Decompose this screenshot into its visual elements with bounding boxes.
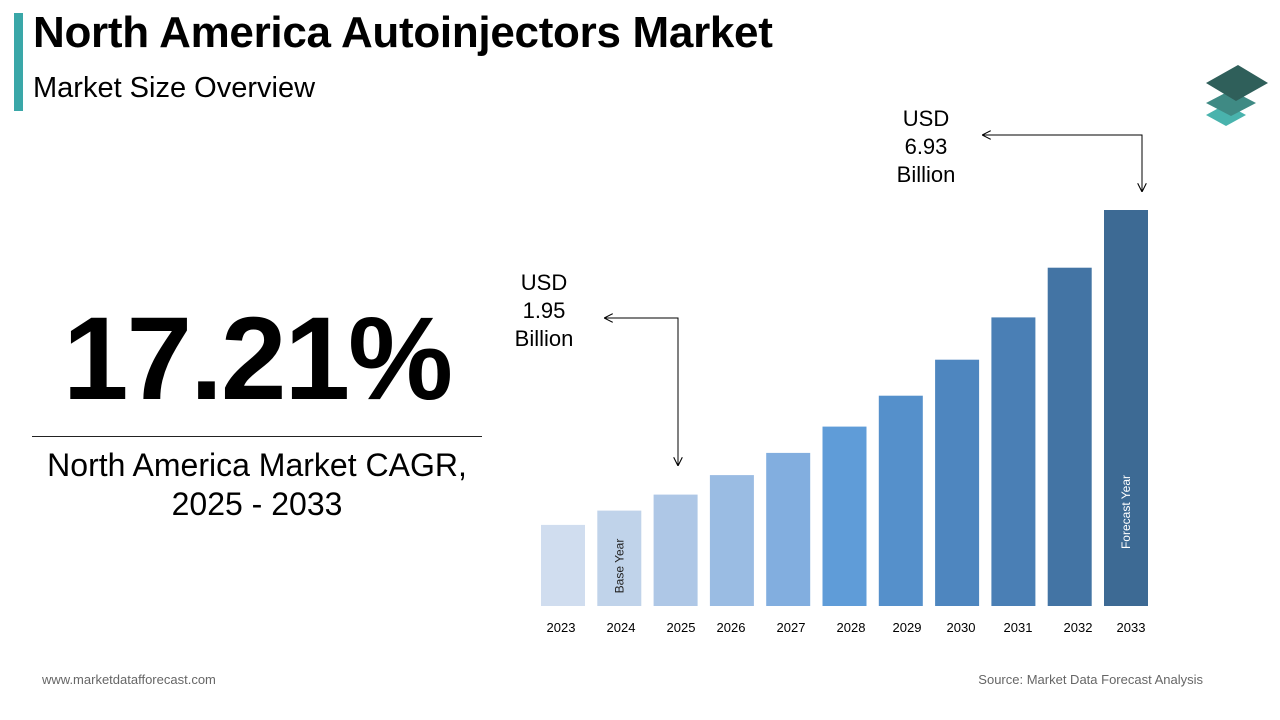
end-callout-line3: Billion xyxy=(896,162,956,187)
x-tick-2025: 2025 xyxy=(667,620,696,635)
x-tick-2029: 2029 xyxy=(893,620,922,635)
logo-layer-dark xyxy=(1206,65,1268,101)
x-tick-2026: 2026 xyxy=(717,620,746,635)
x-tick-2027: 2027 xyxy=(777,620,806,635)
footer-source: Source: Market Data Forecast Analysis xyxy=(978,672,1203,687)
end-callout-line1: USD xyxy=(902,106,950,131)
brand-logo-icon xyxy=(1206,65,1268,126)
chart-bars: Base Year Forecast Year xyxy=(541,210,1148,606)
page-title: North America Autoinjectors Market xyxy=(33,8,773,57)
start-callout-line3: Billion xyxy=(514,326,574,351)
start-value-callout: USD 1.95 Billion xyxy=(484,269,604,353)
bar-2025 xyxy=(653,494,698,606)
x-tick-2032: 2032 xyxy=(1064,620,1093,635)
cagr-label-line1: North America Market CAGR, xyxy=(47,447,467,483)
start-callout-arrow xyxy=(605,318,678,465)
title-accent-bar xyxy=(14,13,23,111)
footer-website: www.marketdatafforecast.com xyxy=(42,672,216,687)
x-tick-2031: 2031 xyxy=(1004,620,1033,635)
bar-2024 xyxy=(597,510,642,606)
bar-2026 xyxy=(709,475,754,606)
chart-x-ticks: 2023 2024 2025 2026 2027 2028 2029 2030 2031 2032… xyxy=(547,620,1146,635)
start-callout-line2: 1.95 xyxy=(522,298,566,323)
bar-2027 xyxy=(766,452,811,606)
cagr-value: 17.21% xyxy=(62,293,453,425)
start-callout-line1: USD xyxy=(520,270,568,295)
base-year-label: Base Year xyxy=(612,539,626,594)
callout-arrows xyxy=(605,135,1142,465)
end-callout-arrow xyxy=(983,135,1142,191)
x-tick-2033: 2033 xyxy=(1117,620,1146,635)
cagr-divider xyxy=(32,436,482,437)
bar-2033 xyxy=(1104,210,1148,606)
bar-2030 xyxy=(935,359,980,606)
page-subtitle: Market Size Overview xyxy=(33,72,316,104)
bar-2031 xyxy=(991,317,1036,606)
cagr-label-line2: 2025 - 2033 xyxy=(171,486,343,522)
bar-2032 xyxy=(1047,267,1092,606)
x-tick-2023: 2023 xyxy=(547,620,576,635)
bar-2029 xyxy=(878,395,923,606)
bar-2028 xyxy=(822,426,867,606)
x-tick-2028: 2028 xyxy=(837,620,866,635)
x-tick-2024: 2024 xyxy=(607,620,636,635)
bar-2023 xyxy=(541,524,585,606)
end-callout-line2: 6.93 xyxy=(904,134,948,159)
cagr-label: North America Market CAGR, 2025 - 2033 xyxy=(22,446,492,524)
forecast-year-label: Forecast Year xyxy=(1119,475,1133,549)
end-value-callout: USD 6.93 Billion xyxy=(866,105,986,189)
x-tick-2030: 2030 xyxy=(947,620,976,635)
